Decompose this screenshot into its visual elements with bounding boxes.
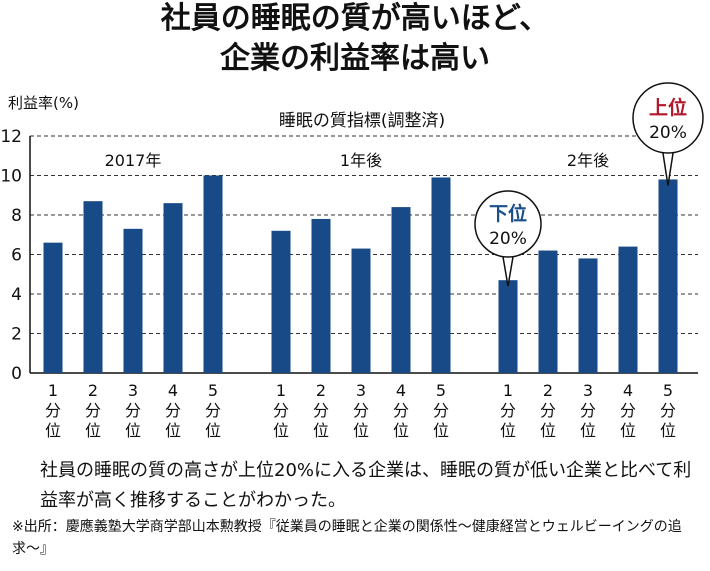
x-tick-label: 分 [85,401,101,420]
y-tick-label: 6 [11,246,22,266]
x-tick-label: 3 [356,381,366,400]
bar [658,179,678,373]
x-tick-label: 2 [543,381,553,400]
x-tick-label: 位 [85,421,101,440]
x-tick-label: 4 [396,381,406,400]
x-tick-label: 分 [433,401,449,420]
x-tick-label: 位 [433,421,449,440]
x-tick-label: 4 [168,381,178,400]
x-tick-label: 位 [205,421,221,440]
x-tick-label: 分 [273,401,289,420]
x-tick-label: 位 [620,421,636,440]
group-label: 1年後 [340,151,382,170]
x-tick-label: 5 [436,381,446,400]
chart-title-line2: 企業の利益率は高い [220,41,490,76]
x-tick-label: 位 [273,421,289,440]
bar [498,280,518,373]
x-tick-label: 分 [393,401,409,420]
chart-caption: 社員の睡眠の質の高さが上位20%に入る企業は、睡眠の質が低い企業と比べて利益率が… [40,460,692,511]
y-tick-label: 10 [0,167,22,187]
x-tick-label: 位 [313,421,329,440]
bar [163,203,183,373]
x-tick-label: 分 [45,401,61,420]
bar [43,242,63,373]
x-tick-label: 1 [503,381,513,400]
callout-label: 上位 [649,96,687,119]
bar [123,228,143,373]
chart-title-line1: 社員の睡眠の質が高いほど、 [160,1,550,36]
y-tick-label: 2 [11,325,22,345]
y-tick-label: 0 [11,364,22,384]
x-tick-label: 分 [125,401,141,420]
callout-circle [474,190,542,258]
x-tick-label: 2 [316,381,326,400]
x-tick-label: 位 [165,421,181,440]
group-label: 2年後 [567,151,609,170]
x-tick-label: 分 [165,401,181,420]
x-tick-label: 位 [580,421,596,440]
x-tick-label: 位 [500,421,516,440]
x-tick-label: 位 [540,421,556,440]
callout-value: 20% [489,229,527,249]
bar [83,201,103,373]
bar [618,246,638,373]
x-tick-label: 位 [660,421,676,440]
x-tick-label: 3 [583,381,593,400]
x-tick-label: 1 [48,381,58,400]
bar-chart: 利益率(%)睡眠の質指標(調整済)0246810121分位2分位3分位4分位5分… [0,82,704,440]
group-label: 2017年 [105,151,162,170]
y-axis-label: 利益率(%) [8,94,79,112]
x-tick-label: 5 [663,381,673,400]
bar [431,177,451,373]
x-tick-label: 4 [623,381,633,400]
x-tick-label: 2 [88,381,98,400]
x-tick-label: 分 [313,401,329,420]
y-tick-label: 12 [0,127,22,147]
x-tick-label: 位 [45,421,61,440]
bar [538,250,558,373]
bar [271,230,291,373]
bar [311,218,331,373]
callout-value: 20% [649,123,687,143]
x-axis-label: 睡眠の質指標(調整済) [279,111,445,131]
x-tick-label: 分 [353,401,369,420]
x-tick-label: 分 [500,401,516,420]
x-tick-label: 分 [580,401,596,420]
callout-label: 下位 [489,202,527,225]
y-tick-label: 8 [11,206,22,226]
x-tick-label: 1 [276,381,286,400]
bar [391,207,411,373]
x-tick-label: 分 [620,401,636,420]
x-tick-label: 分 [205,401,221,420]
x-tick-label: 位 [393,421,409,440]
x-tick-label: 3 [128,381,138,400]
x-tick-label: 5 [208,381,218,400]
x-tick-label: 位 [125,421,141,440]
x-tick-label: 分 [540,401,556,420]
bar [351,248,371,373]
bar [578,258,598,373]
callout-seam [663,143,673,149]
x-tick-label: 位 [353,421,369,440]
source-note: ※出所：慶應義塾大学商学部山本勲教授『従業員の睡眠と企業の関係性〜健康経営とウェ… [12,519,682,557]
bar [203,175,223,373]
callout-circle [632,82,704,154]
callout-seam [503,247,513,253]
y-tick-label: 4 [11,285,22,305]
x-tick-label: 分 [660,401,676,420]
